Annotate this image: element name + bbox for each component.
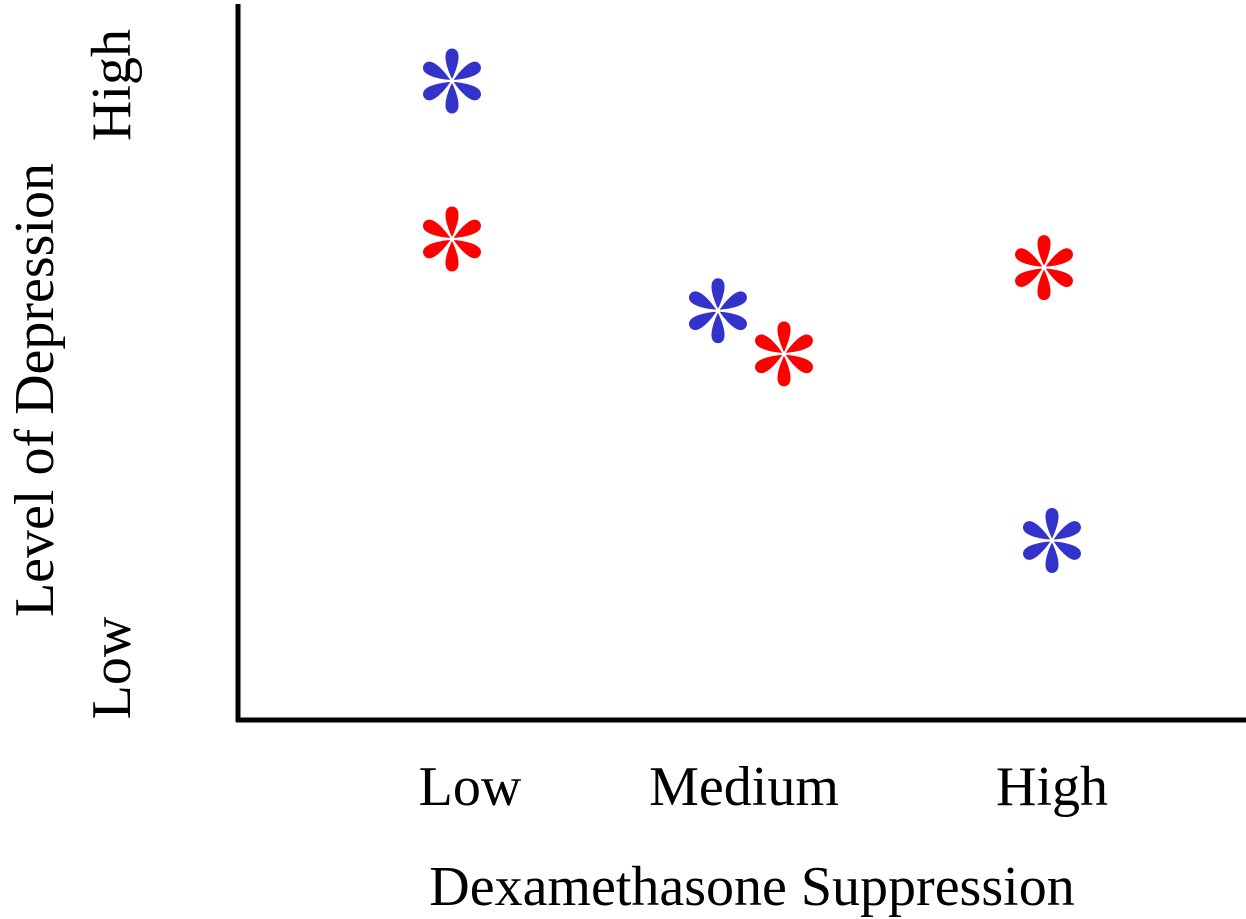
asterisk-marker [423,206,481,272]
x-tick-label: High [996,756,1108,818]
x-axis-label: Dexamethasone Suppression [429,856,1074,918]
x-tick-label: Low [419,756,522,818]
asterisk-marker [1015,235,1073,301]
asterisk-marker [1023,508,1081,573]
asterisk-marker [423,48,481,114]
data-points [423,48,1081,573]
y-tick-label: High [81,29,143,141]
x-tick-labels: Low Medium High [419,756,1108,818]
x-tick-label: Medium [649,756,839,818]
y-axis-label: Level of Depression [4,163,66,617]
asterisk-marker [755,321,813,387]
y-tick-labels: Low High [81,29,143,719]
asterisk-marker [689,278,747,344]
y-tick-label: Low [81,616,143,719]
